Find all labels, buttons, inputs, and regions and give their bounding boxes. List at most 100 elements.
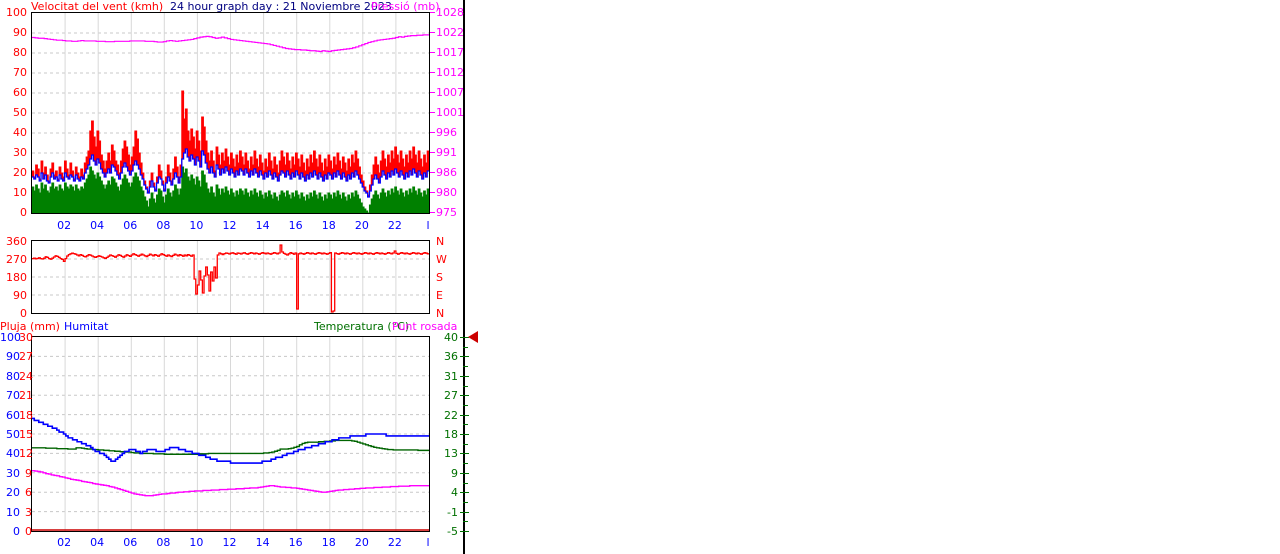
temp-tick-5: 18 [444, 428, 458, 441]
x-tick-06: 06 [123, 219, 138, 232]
pressure-tick-2: 1017 [436, 46, 464, 59]
pressure-tick-1: 1022 [436, 26, 464, 39]
humidity-tick-2: 80 [6, 369, 20, 383]
temp-tickmark-7 [460, 472, 469, 474]
pressure-tickmark-0 [430, 12, 435, 13]
pressure-tickmark-9 [430, 192, 435, 193]
x-tick-20: 20 [354, 219, 369, 232]
x3-tick-12: 12 [222, 536, 237, 549]
x-tick-12: 12 [222, 219, 237, 232]
wind-tick-7: 30 [13, 146, 27, 159]
pressure-tick-6: 996 [436, 126, 457, 139]
humidity-tick-0: 100 [0, 331, 21, 344]
x3-tick-last: l [426, 536, 430, 549]
temp-tickmark-2 [460, 375, 469, 377]
x3-tick-20: 20 [354, 536, 369, 549]
humidity-tick-9: 10 [6, 505, 20, 519]
temp-tick-3: 27 [444, 389, 458, 403]
x3-tick-16: 16 [288, 536, 303, 549]
pressure-tickmark-10 [430, 212, 435, 213]
pressure-tickmark-3 [430, 72, 435, 73]
temp-tick-9: -1 [447, 505, 458, 519]
wind-tick-0: 100 [6, 6, 27, 19]
wind-tick-8: 20 [13, 166, 27, 179]
rain-tick-5: 15 [19, 428, 33, 441]
dir-compass-2: S [436, 271, 443, 284]
dir-tick-0: 360 [6, 235, 27, 248]
rain-tick-8: 6 [25, 486, 32, 500]
x3-tick-06: 06 [123, 536, 138, 549]
dir-tick-3: 90 [13, 289, 27, 302]
temp-humidity-svg [32, 337, 429, 531]
dir-tick-4: 0 [20, 307, 27, 320]
wind-pressure-svg [32, 13, 429, 213]
dir-compass-1: W [436, 253, 447, 266]
x3-tick-18: 18 [321, 536, 336, 549]
wind-direction-plot [31, 240, 430, 314]
rain-tick-1: 27 [19, 350, 33, 364]
humidity-legend-label: Humitat [64, 320, 109, 333]
temp-tickmark-9 [460, 511, 469, 513]
x-tick-22: 22 [387, 219, 402, 232]
wind-tick-3: 70 [13, 66, 27, 79]
current-temperature-marker [468, 331, 478, 343]
rain-tick-9: 3 [25, 505, 32, 519]
temp-tickmark-3 [460, 395, 469, 397]
temp-tickmark-10 [460, 531, 469, 532]
x-tick-14: 14 [255, 219, 270, 232]
wind-tick-4: 60 [13, 86, 27, 99]
pressure-tickmark-6 [430, 132, 435, 133]
x-tick-08: 08 [156, 219, 171, 232]
pressure-tick-4: 1007 [436, 86, 464, 99]
x-tick-02: 02 [57, 219, 72, 232]
temp-tick-10: -5 [447, 525, 458, 538]
rain-tick-0: 30 [19, 331, 33, 344]
temp-tickmark-6 [460, 453, 469, 455]
x3-tick-14: 14 [255, 536, 270, 549]
pressure-tickmark-7 [430, 152, 435, 153]
temperature-legend-label: Temperatura (°C) [314, 320, 410, 333]
temp-tick-7: 9 [451, 466, 458, 480]
temp-tickmark-8 [460, 492, 469, 494]
humidity-tick-7: 30 [6, 466, 20, 480]
temp-tick-4: 22 [444, 408, 458, 422]
dir-compass-3: E [436, 289, 443, 302]
dewpoint-legend-label: Punt rosada [392, 320, 458, 333]
temp-tick-8: 4 [451, 486, 458, 500]
temp-tick-6: 13 [444, 447, 458, 461]
pressure-tick-3: 1012 [436, 66, 464, 79]
temp-tick-0: 40 [444, 331, 458, 344]
wind-tick-6: 40 [13, 126, 27, 139]
rain-tick-7: 9 [25, 466, 32, 480]
rain-tick-6: 12 [19, 447, 33, 461]
rain-tick-10: 0 [25, 525, 32, 538]
pressure-tick-5: 1001 [436, 106, 464, 119]
pressure-tickmark-8 [430, 172, 435, 173]
rain-tick-4: 18 [19, 408, 33, 422]
temp-minor-tickmark-9 [463, 521, 468, 523]
humidity-tick-1: 90 [6, 350, 20, 364]
x-tick-last: l [426, 219, 430, 232]
humidity-tick-10: 0 [13, 525, 20, 538]
wind-tick-1: 90 [13, 26, 27, 39]
temp-tick-1: 36 [444, 350, 458, 364]
x3-tick-02: 02 [57, 536, 72, 549]
temp-tickmark-0 [460, 337, 469, 338]
temp-minor-tickmark-7 [463, 482, 468, 484]
temp-tick-2: 31 [444, 369, 458, 383]
rain-legend-label: Pluja (mm) [0, 320, 60, 333]
dir-tick-2: 180 [6, 271, 27, 284]
graph-title: 24 hour graph day : 21 Noviembre 2023 [170, 0, 392, 13]
temp-minor-tickmark-5 [463, 443, 468, 445]
pressure-tick-7: 991 [436, 146, 457, 159]
pressure-tickmark-5 [430, 112, 435, 113]
temp-tickmark-5 [460, 434, 469, 435]
x3-tick-22: 22 [387, 536, 402, 549]
rain-tick-2: 24 [19, 369, 33, 383]
wind-direction-svg [32, 241, 429, 313]
temp-tickmark-4 [460, 414, 469, 416]
temp-minor-tickmark-3 [463, 404, 468, 406]
pressure-legend-label: Pressió (mb) [371, 0, 440, 13]
wind-pressure-plot [31, 12, 430, 214]
wind-tick-2: 80 [13, 46, 27, 59]
